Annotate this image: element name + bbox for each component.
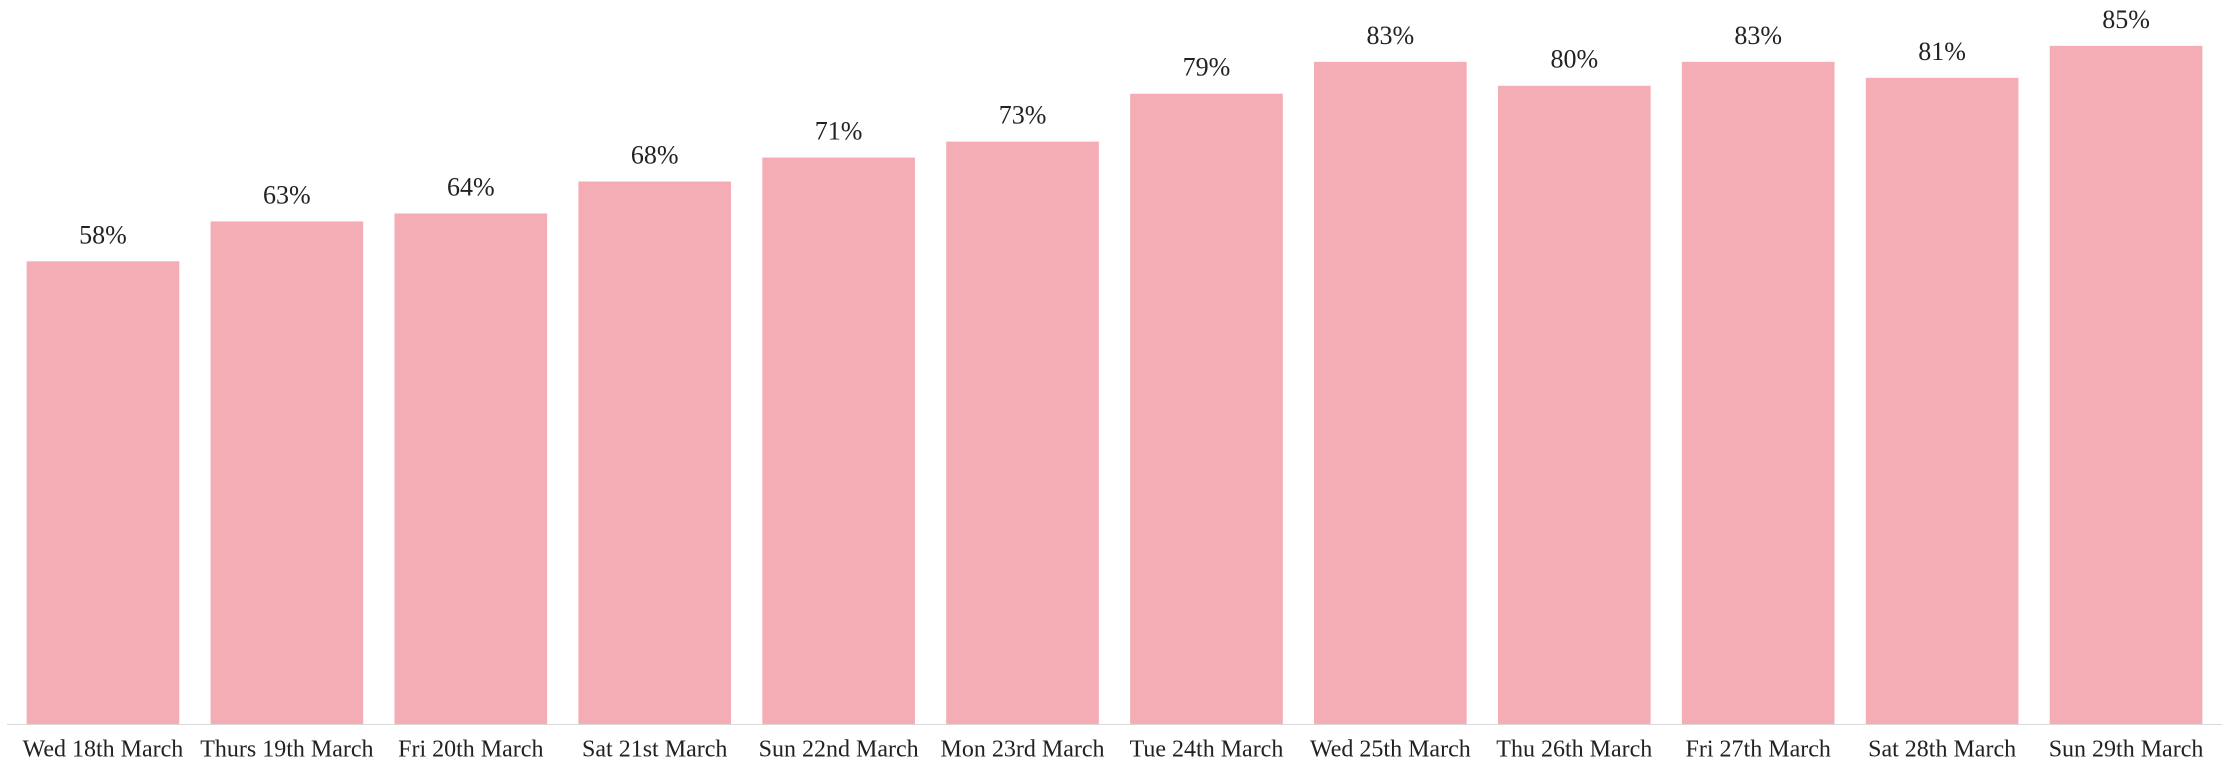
x-tick-label: Thurs 19th March <box>200 737 373 763</box>
x-tick-label: Wed 25th March <box>1310 737 1471 763</box>
bar <box>946 141 1099 725</box>
bar <box>26 261 180 724</box>
x-tick-label: Sun 22nd March <box>759 737 919 763</box>
x-tick-label: Sat 21st March <box>582 737 727 763</box>
x-tick-label: Fri 27th March <box>1686 737 1831 763</box>
bar <box>1130 93 1283 724</box>
value-label: 64% <box>447 172 495 201</box>
x-tick-label: Sun 29th March <box>2049 737 2204 763</box>
bar <box>210 221 364 724</box>
value-label: 71% <box>815 117 863 146</box>
bar <box>1497 85 1651 725</box>
value-label: 85% <box>2102 5 2150 34</box>
x-tick-label: Tue 24th March <box>1130 737 1284 763</box>
bar <box>1314 61 1467 725</box>
bar <box>2049 45 2203 724</box>
value-label: 68% <box>631 140 679 169</box>
value-label: 58% <box>79 220 127 249</box>
value-label: 79% <box>1183 53 1231 82</box>
x-tick-label: Mon 23rd March <box>941 737 1105 763</box>
value-label: 83% <box>1734 21 1782 50</box>
bar <box>578 181 732 724</box>
x-tick-label: Thu 26th March <box>1496 737 1652 763</box>
value-label: 83% <box>1367 21 1415 50</box>
value-label: 81% <box>1918 37 1966 66</box>
bar <box>1681 61 1835 725</box>
x-tick-label: Wed 18th March <box>23 737 184 763</box>
bar <box>394 213 548 724</box>
value-label: 73% <box>999 101 1047 130</box>
bar <box>762 157 915 725</box>
x-tick-label: Sat 28th March <box>1868 737 2016 763</box>
value-label: 63% <box>263 180 311 209</box>
bar <box>1865 77 2019 725</box>
value-label: 80% <box>1550 45 1598 74</box>
x-tick-label: Fri 20th March <box>398 737 543 763</box>
